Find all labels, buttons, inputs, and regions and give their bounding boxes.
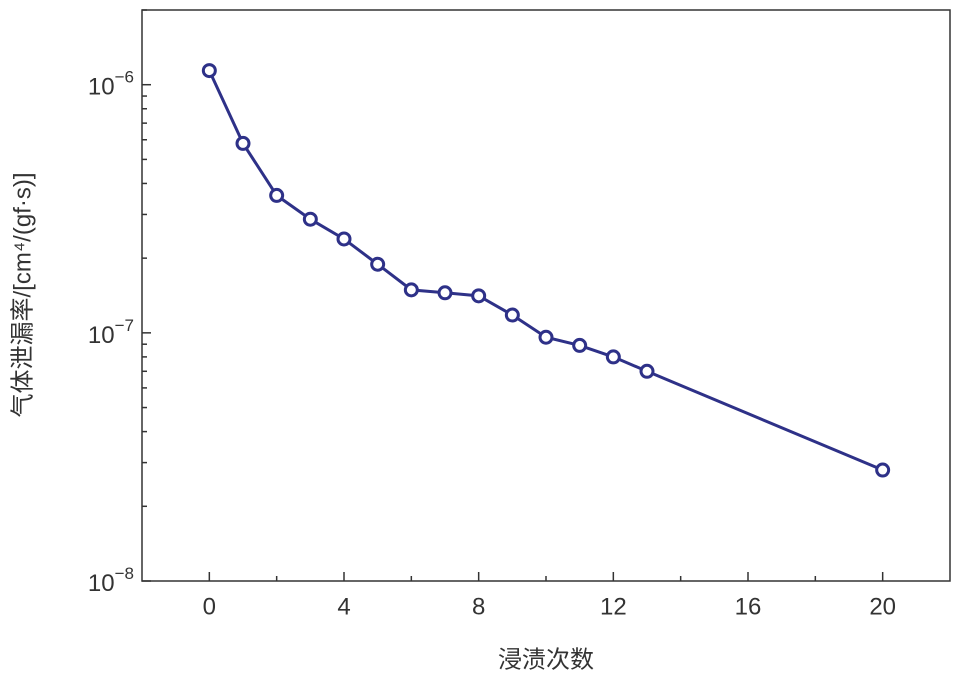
plot-frame (141, 9, 951, 582)
x-axis-label: 浸渍次数 (498, 646, 594, 673)
y-tick-label: 10−8 (88, 564, 134, 597)
y-tick-label: 10−7 (88, 316, 134, 349)
x-tick-label: 4 (337, 593, 350, 620)
y-tick-label: 10−6 (88, 68, 134, 101)
x-tick-label: 8 (472, 593, 485, 620)
data-point (269, 187, 285, 203)
data-point (471, 288, 487, 304)
data-point (336, 231, 352, 247)
data-point (538, 329, 554, 345)
data-point (605, 349, 621, 365)
x-tick-label: 12 (600, 593, 627, 620)
data-point (370, 256, 386, 272)
series-line (207, 69, 884, 472)
x-tick-label: 0 (203, 593, 216, 620)
x-tick-label: 16 (735, 593, 762, 620)
y-axis-label: 气体泄漏率/[cm⁴/(gf·s)] (9, 173, 36, 418)
data-point (875, 462, 891, 478)
data-point (235, 135, 251, 151)
x-tick-label: 20 (869, 593, 896, 620)
data-point (201, 63, 217, 79)
data-point (572, 337, 588, 353)
data-point (437, 285, 453, 301)
data-point (302, 211, 318, 227)
data-point (403, 282, 419, 298)
data-point (639, 363, 655, 379)
data-point (504, 307, 520, 323)
